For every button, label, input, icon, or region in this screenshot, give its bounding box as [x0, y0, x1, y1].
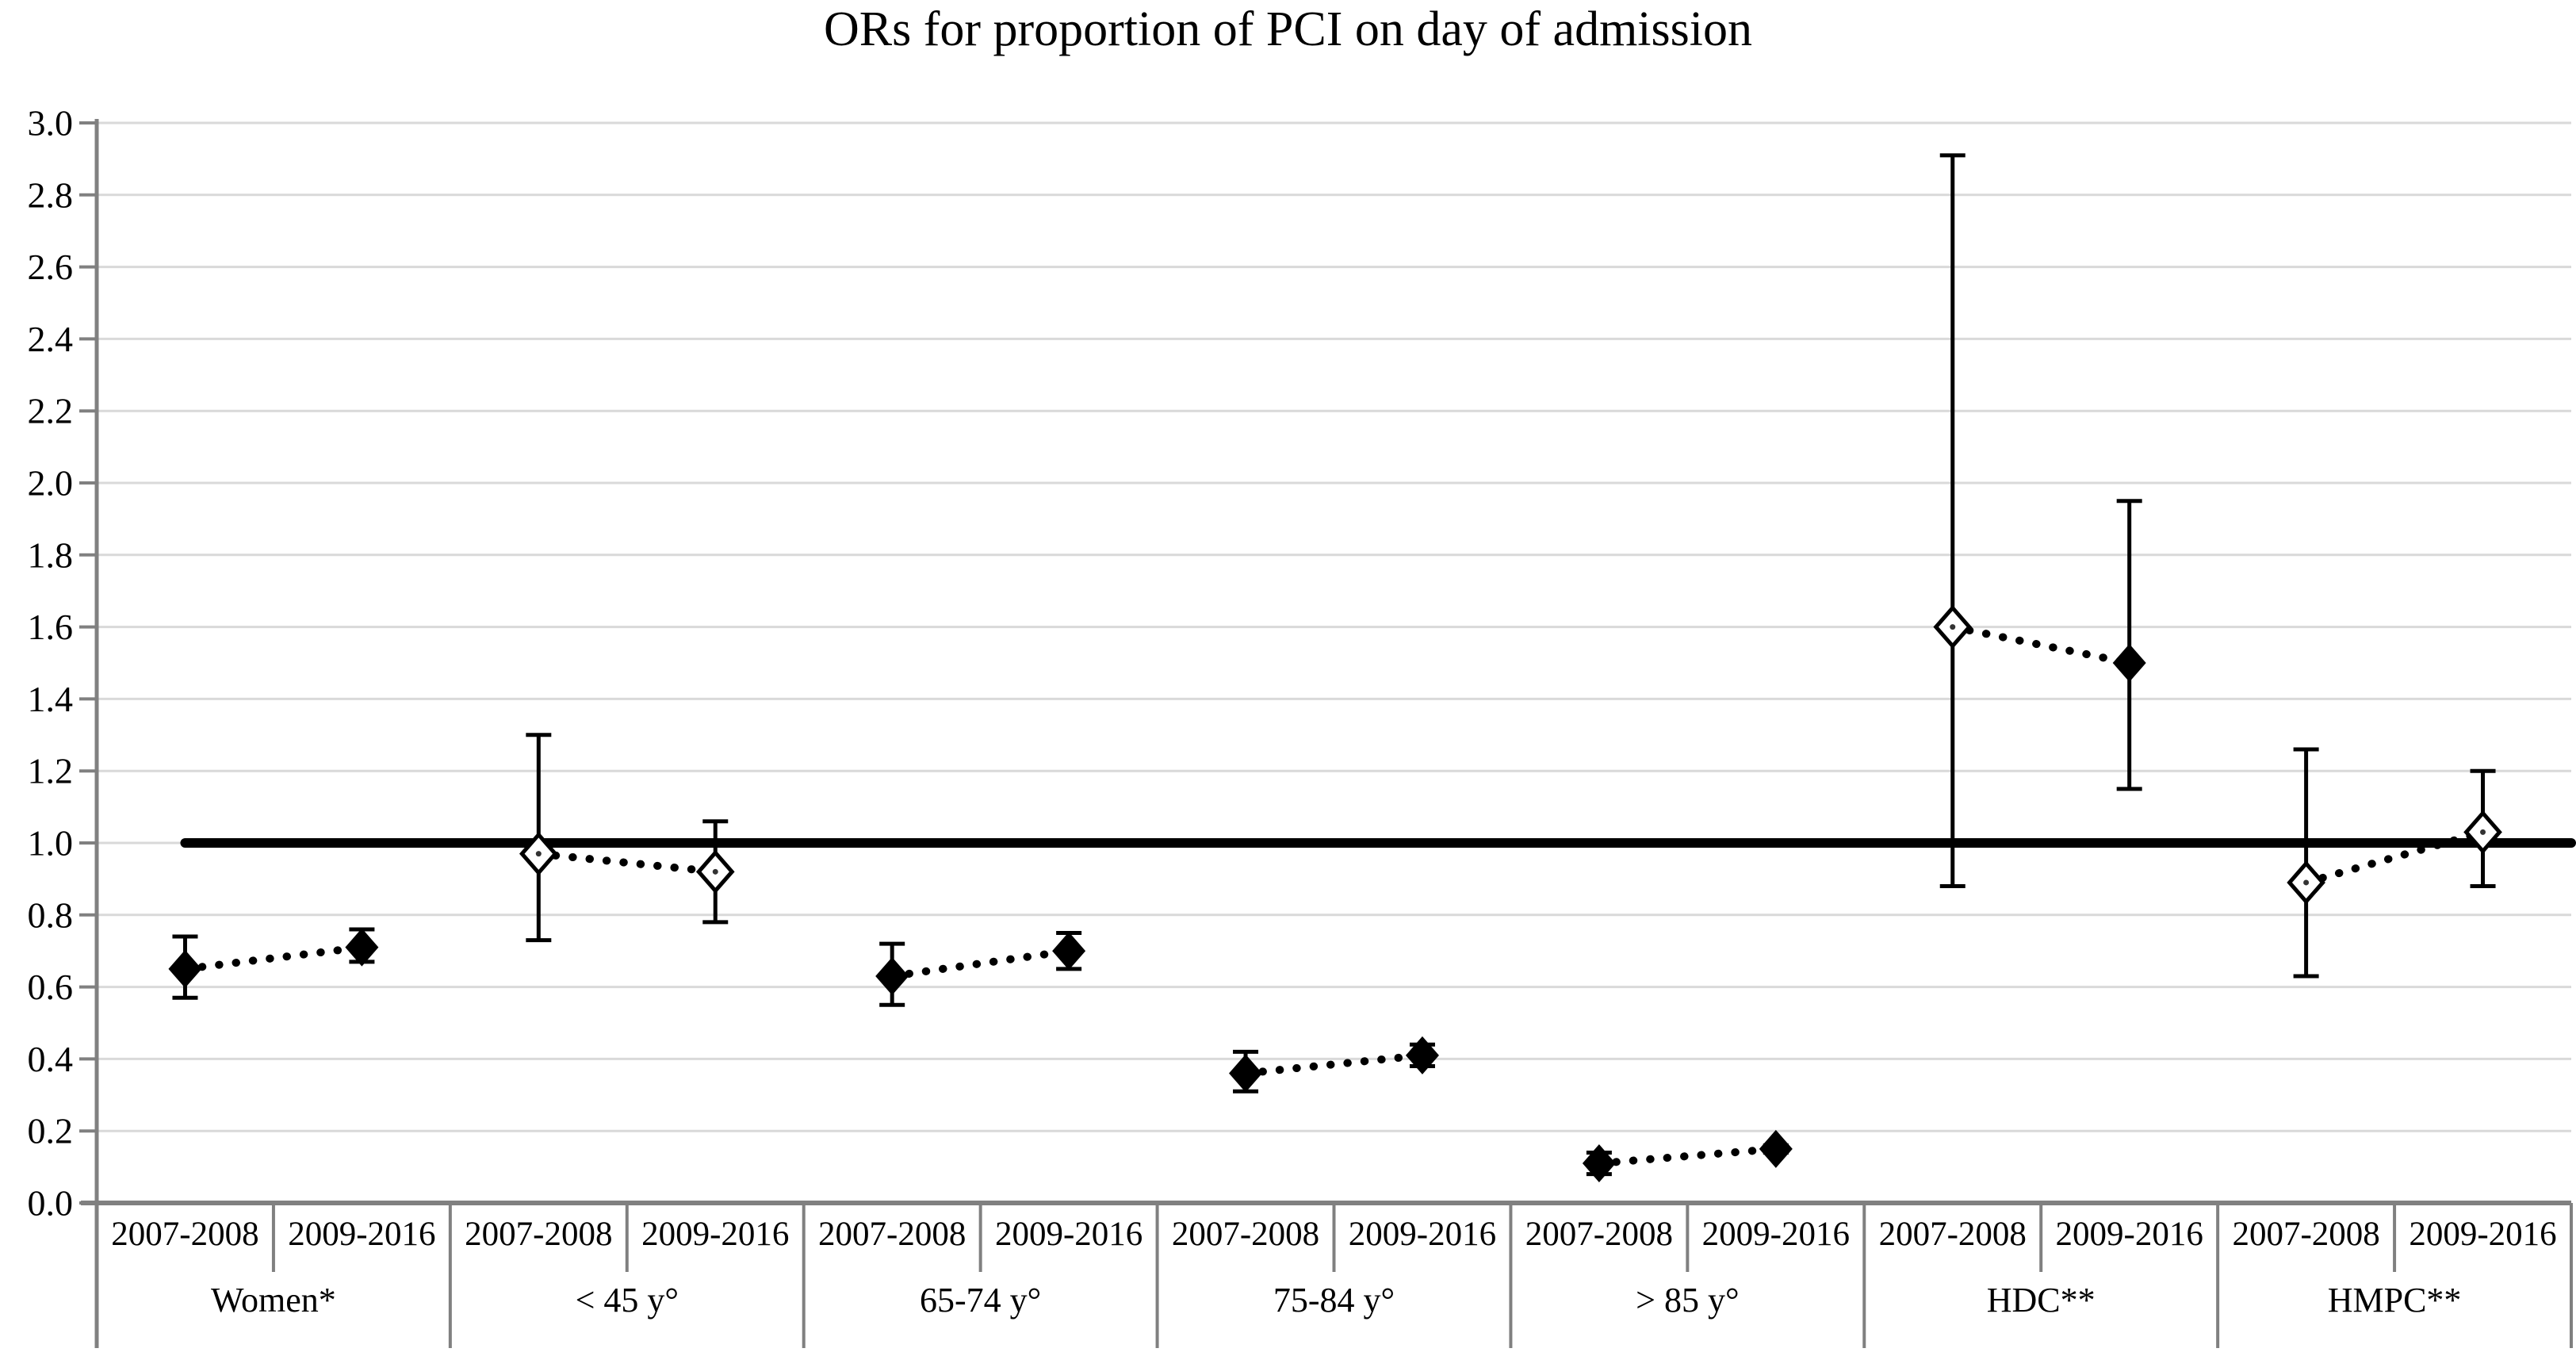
period-label: 2009-2016	[2056, 1216, 2203, 1253]
period-label: 2009-2016	[1349, 1216, 1496, 1253]
marker-center-dot	[2480, 829, 2486, 835]
y-tick-label: 2.0	[28, 463, 74, 504]
period-label: 2007-2008	[2232, 1216, 2379, 1253]
group-label: < 45 y°	[576, 1281, 679, 1320]
period-label: 2007-2008	[465, 1216, 612, 1253]
y-tick-label: 2.8	[28, 174, 74, 215]
chart-title: ORs for proportion of PCI on day of admi…	[823, 2, 1753, 56]
y-tick-label: 2.6	[28, 247, 74, 287]
marker-center-dot	[535, 851, 542, 857]
period-label: 2009-2016	[288, 1216, 435, 1253]
y-tick-label: 2.2	[28, 391, 74, 431]
group-label: HMPC**	[2328, 1281, 2462, 1320]
y-tick-label: 2.4	[28, 319, 74, 359]
y-tick-label: 1.8	[28, 534, 74, 575]
period-label: 2009-2016	[641, 1216, 789, 1253]
marker-center-dot	[712, 868, 718, 875]
marker-filled-diamond	[1759, 1129, 1793, 1168]
dotted-connector	[534, 849, 720, 876]
group-label: Women*	[211, 1281, 336, 1320]
group-label: 75-84 y°	[1273, 1281, 1395, 1320]
group-label: HDC**	[1987, 1281, 2096, 1320]
dotted-connector	[2302, 828, 2487, 887]
marker-filled-diamond	[168, 949, 202, 988]
group-label: > 85 y°	[1636, 1281, 1739, 1320]
y-tick-label: 1.6	[28, 607, 74, 647]
dotted-connector	[888, 947, 1074, 980]
period-label: 2007-2008	[818, 1216, 966, 1253]
marker-filled-diamond	[1405, 1036, 1439, 1074]
period-label: 2007-2008	[1879, 1216, 2027, 1253]
marker-filled-diamond	[1582, 1144, 1616, 1183]
period-label: 2009-2016	[2409, 1216, 2556, 1253]
dotted-connector	[181, 943, 366, 973]
y-tick-label: 0.6	[28, 967, 74, 1007]
marker-filled-diamond	[345, 928, 379, 967]
y-tick-label: 1.2	[28, 751, 74, 791]
marker-center-dot	[2303, 879, 2310, 886]
y-tick-label: 0.4	[28, 1039, 74, 1079]
period-label: 2009-2016	[1702, 1216, 1850, 1253]
period-label: 2007-2008	[1525, 1216, 1673, 1253]
y-tick-label: 1.0	[28, 823, 74, 864]
marker-filled-diamond	[2112, 644, 2146, 682]
marker-filled-diamond	[875, 956, 909, 995]
y-tick-label: 0.2	[28, 1111, 74, 1151]
marker-center-dot	[1950, 624, 1956, 630]
y-tick-label: 3.0	[28, 103, 74, 144]
dotted-connector	[1594, 1144, 1780, 1168]
marker-filled-diamond	[1052, 932, 1086, 971]
dotted-connector	[1948, 622, 2134, 667]
y-tick-label: 1.4	[28, 679, 74, 719]
y-tick-label: 0.8	[28, 894, 74, 935]
period-label: 2007-2008	[1172, 1216, 1319, 1253]
period-label: 2007-2008	[111, 1216, 258, 1253]
group-label: 65-74 y°	[920, 1281, 1041, 1320]
dotted-connector	[1242, 1051, 1426, 1078]
marker-filled-diamond	[1229, 1054, 1263, 1093]
period-label: 2009-2016	[995, 1216, 1143, 1253]
y-tick-label: 0.0	[28, 1183, 74, 1224]
